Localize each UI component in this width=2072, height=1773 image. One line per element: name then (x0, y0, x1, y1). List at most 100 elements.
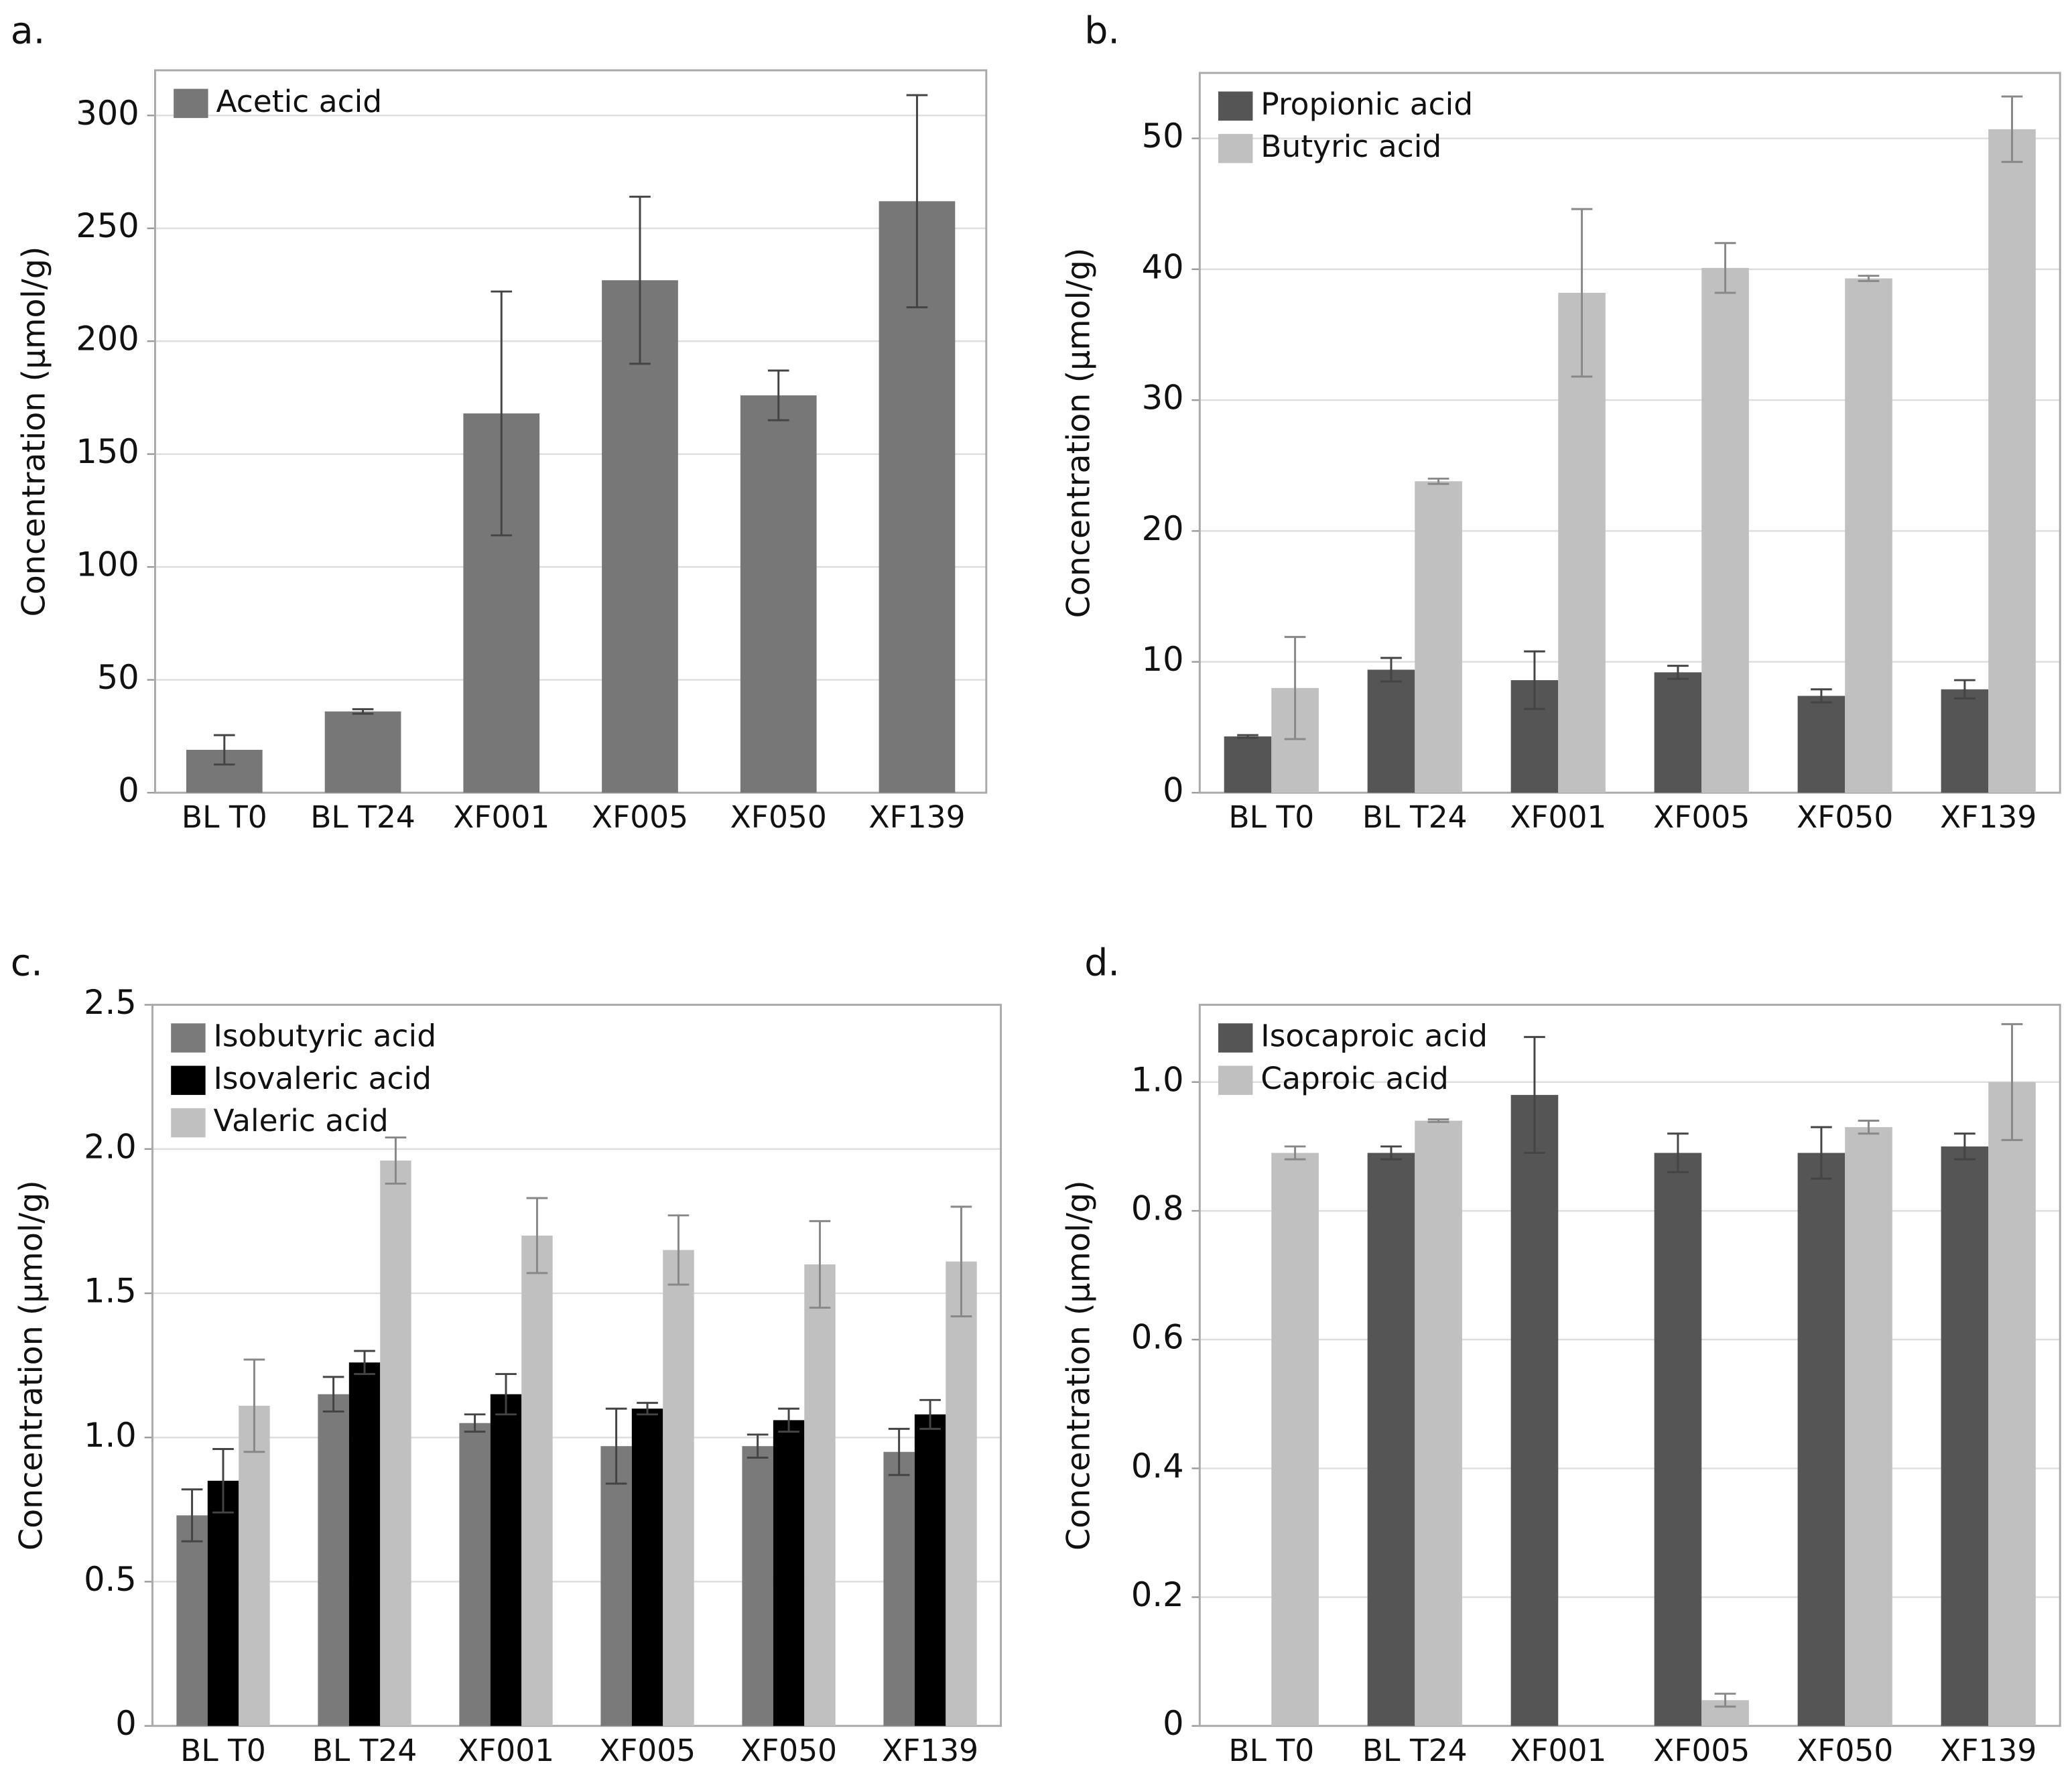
x-tick-label: BL T0 (1228, 799, 1314, 835)
error-bar (322, 1376, 344, 1413)
bar (1701, 267, 1749, 793)
y-tick-label: 1.0 (84, 1416, 137, 1455)
y-axis-label: Concentration (µmol/g) (13, 1180, 50, 1551)
bar (348, 1362, 381, 1726)
x-tick-label: XF005 (599, 1733, 696, 1768)
y-tick-label: 0.2 (1131, 1575, 1184, 1614)
error-bar (767, 369, 789, 421)
error-bar (747, 1433, 769, 1459)
bar (883, 1451, 915, 1726)
bar (318, 1394, 349, 1726)
bar (1415, 1120, 1462, 1726)
error-bar (605, 1407, 627, 1485)
error-bar (1571, 208, 1593, 378)
y-tick-label: 1.0 (1131, 1060, 1184, 1099)
error-bar (495, 1373, 517, 1416)
error-bar (1427, 1118, 1449, 1123)
y-tick-label: 150 (76, 432, 139, 471)
x-tick-label: BL T24 (1362, 1733, 1468, 1768)
error-bar (950, 1205, 972, 1317)
legend-label: Caproic acid (1260, 1061, 1449, 1096)
y-tick-label: 100 (76, 545, 139, 584)
bar (459, 1423, 491, 1726)
y-tick-label: 0.4 (1131, 1447, 1184, 1486)
error-bar (1667, 665, 1689, 680)
error-bar (181, 1488, 203, 1542)
bar (600, 1446, 632, 1726)
y-axis-label: Concentration (µmol/g) (15, 247, 52, 617)
error-bar (1714, 1693, 1736, 1708)
x-tick-label: BL T24 (1362, 799, 1468, 835)
legend-swatch (174, 88, 208, 119)
legend-label: Butyric acid (1260, 129, 1441, 164)
error-bar (888, 1427, 910, 1476)
x-tick-label: XF139 (882, 1733, 978, 1768)
error-bar (1427, 477, 1449, 485)
legend-label: Propionic acid (1260, 86, 1473, 122)
x-tick-label: XF001 (1510, 1733, 1606, 1768)
bar (239, 1405, 270, 1726)
x-tick-label: XF001 (458, 1733, 554, 1768)
bar (176, 1515, 208, 1726)
y-tick-label: 2.0 (84, 1127, 137, 1166)
y-tick-label: 50 (1142, 117, 1184, 155)
error-bar (1667, 1132, 1689, 1173)
legend-label: Valeric acid (213, 1103, 388, 1138)
error-bar (1811, 688, 1832, 704)
y-tick-label: 0.8 (1131, 1189, 1184, 1228)
x-tick-label: BL T0 (182, 799, 267, 835)
bar (1271, 1153, 1319, 1726)
y-tick-label: 0 (1163, 1704, 1183, 1743)
x-tick-label: BL T0 (180, 1733, 266, 1768)
bar (490, 1394, 522, 1726)
x-tick-label: XF139 (868, 799, 965, 835)
error-bar (667, 1214, 690, 1286)
y-tick-label: 2.5 (84, 983, 137, 1022)
y-tick-label: 200 (76, 320, 139, 358)
x-tick-label: XF139 (1940, 799, 2036, 835)
bar (1224, 736, 1272, 793)
bar (1510, 1095, 1559, 1726)
y-tick-label: 40 (1142, 247, 1184, 286)
y-tick-label: 1.5 (84, 1272, 137, 1311)
bar (1941, 1146, 1989, 1726)
error-bar (1284, 1145, 1306, 1161)
error-bar (352, 708, 374, 715)
error-bar (212, 1447, 234, 1514)
legend-swatch (1218, 1023, 1253, 1053)
panel-label: d. (1084, 941, 1120, 984)
x-tick-label: BL T24 (312, 1733, 417, 1768)
bar (804, 1264, 836, 1726)
panel-label: c. (11, 941, 43, 984)
legend-swatch (1218, 1065, 1253, 1096)
bar (631, 1408, 663, 1726)
error-bar (2001, 95, 2023, 163)
error-bar (1284, 636, 1306, 740)
bar (1367, 669, 1415, 793)
error-bar (385, 1136, 407, 1185)
bar (1797, 696, 1846, 793)
bar (1988, 1081, 2036, 1726)
legend-label: Isovaleric acid (213, 1061, 432, 1096)
x-tick-label: XF050 (740, 1733, 837, 1768)
y-tick-label: 0.5 (84, 1560, 137, 1599)
bar (1367, 1153, 1415, 1726)
y-tick-label: 0.6 (1131, 1318, 1184, 1357)
y-tick-label: 10 (1142, 640, 1184, 679)
x-tick-label: XF005 (1653, 1733, 1750, 1768)
bar (602, 280, 678, 793)
x-tick-label: XF139 (1940, 1733, 2036, 1768)
panel-label: a. (11, 10, 46, 53)
bar (324, 711, 401, 793)
y-axis-label: Concentration (µmol/g) (1060, 1180, 1097, 1551)
error-bar (1954, 1132, 1976, 1161)
error-bar (1954, 679, 1976, 700)
error-bar (1858, 275, 1880, 282)
legend-label: Isobutyric acid (213, 1019, 436, 1054)
bar (1654, 672, 1702, 793)
error-bar (243, 1358, 265, 1453)
bar (914, 1414, 946, 1726)
plot-frame (151, 1004, 1002, 1727)
error-bar (464, 1413, 486, 1433)
